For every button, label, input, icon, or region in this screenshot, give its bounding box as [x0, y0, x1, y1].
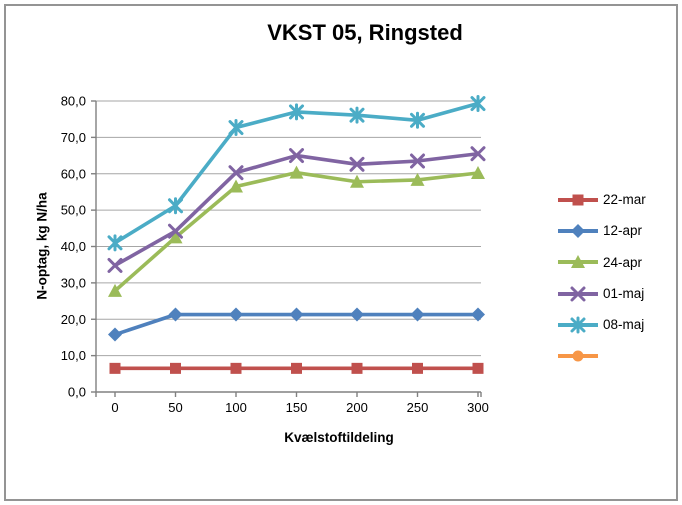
legend-x-marker-icon [558, 286, 598, 302]
x-tick-label: 250 [407, 400, 429, 415]
legend-label: 24-apr [603, 254, 643, 270]
legend-circle-marker-icon [558, 350, 598, 362]
x-tick-label: 150 [286, 400, 308, 415]
x-tick-label: 100 [225, 400, 247, 415]
y-tick-label: 20,0 [61, 312, 86, 327]
y-tick-label: 30,0 [61, 275, 86, 290]
x-tick-label: 50 [168, 400, 182, 415]
series-08-maj [107, 95, 486, 252]
gridlines [96, 100, 481, 357]
x-tick-label: 0 [111, 400, 118, 415]
legend-item-unlabeled [556, 340, 646, 371]
legend-diamond-marker-icon [558, 223, 598, 238]
x-tick-label: 200 [346, 400, 368, 415]
y-tick-label: 60,0 [61, 166, 86, 181]
x-axis-title: Kvælstoftildeling [284, 430, 394, 445]
y-tick-label: 70,0 [61, 130, 86, 145]
legend-triangle-marker-icon [558, 255, 598, 269]
tick-labels: 0,0 10,0 20,0 30,0 40,0 50,0 60,0 70,0 80,0 0 50 10… [61, 94, 489, 415]
y-tick-label: 0,0 [68, 385, 86, 400]
legend-item-01-maj: 01-maj [556, 278, 646, 309]
legend-item-22-mar: 22-mar [556, 184, 646, 215]
legend-square-marker-icon [558, 194, 598, 206]
legend-label: 12-apr [603, 223, 643, 239]
legend-asterisk-marker-icon [558, 316, 598, 334]
x-tick-label: 300 [467, 400, 489, 415]
legend-item-24-apr: 24-apr [556, 247, 646, 278]
series-24-apr [108, 165, 485, 297]
y-tick-label: 10,0 [61, 348, 86, 363]
axes [91, 100, 482, 397]
y-tick-label: 80,0 [61, 94, 86, 109]
legend-item-08-maj: 08-maj [556, 309, 646, 340]
series-12-apr [108, 307, 485, 342]
legend-label: 08-maj [603, 317, 645, 333]
legend-item-12-apr: 12-apr [556, 215, 646, 246]
legend-label: 22-mar [603, 192, 646, 208]
series-01-maj [107, 146, 486, 273]
y-tick-label: 50,0 [61, 203, 86, 218]
chart-title: VKST 05, Ringsted [267, 20, 463, 45]
legend: 22-mar 12-apr 24-apr 01-maj 08-maj [556, 184, 646, 372]
y-tick-label: 40,0 [61, 239, 86, 254]
legend-label: 01-maj [603, 286, 645, 302]
series-22-mar [109, 362, 484, 374]
